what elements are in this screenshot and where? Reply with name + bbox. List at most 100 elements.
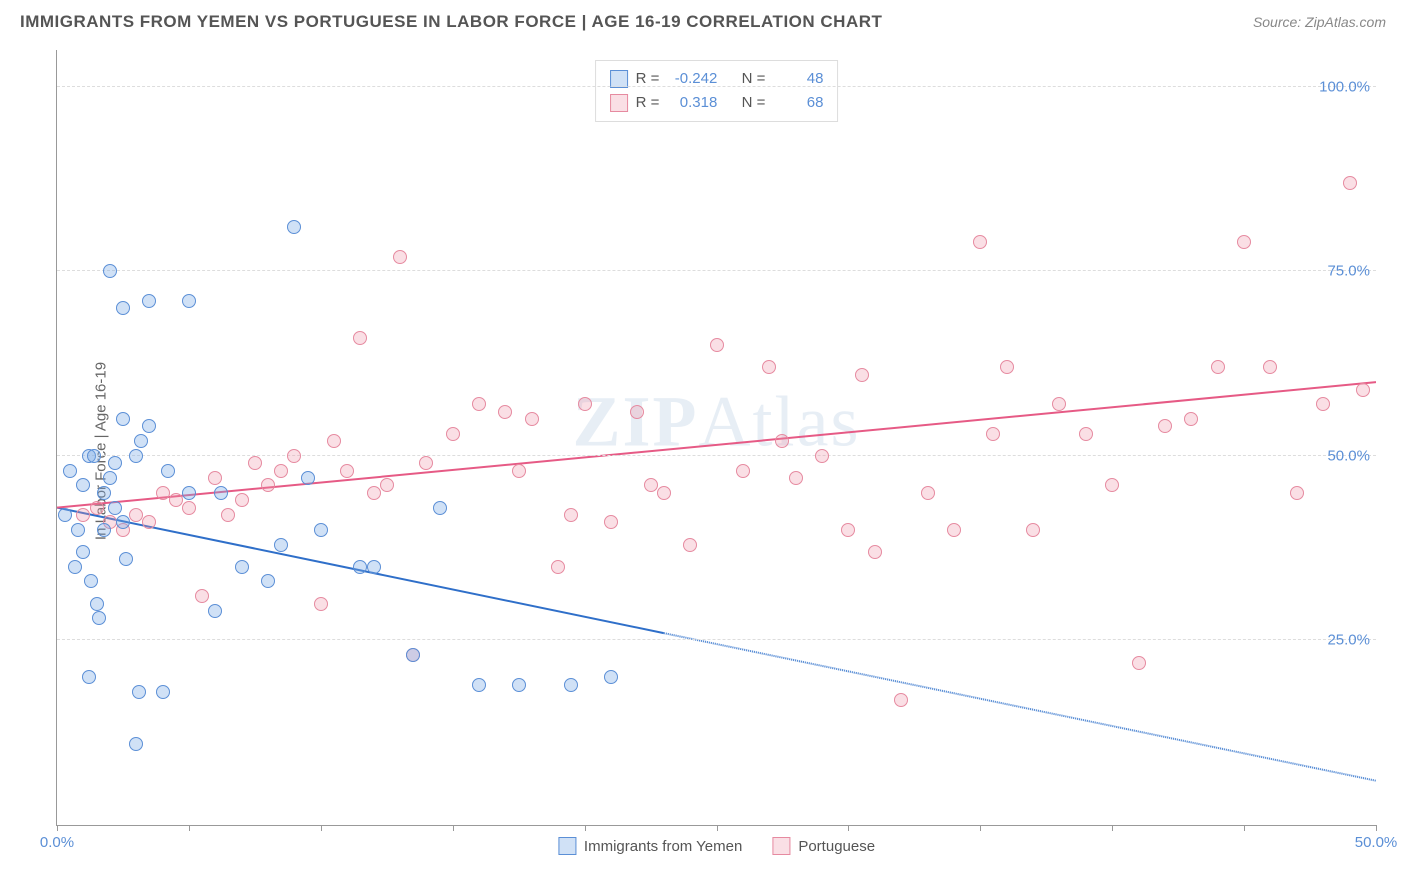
x-tick: [980, 825, 981, 831]
point-portuguese: [1000, 360, 1014, 374]
swatch-portuguese-icon: [772, 837, 790, 855]
point-portuguese: [446, 427, 460, 441]
point-yemen: [129, 737, 143, 751]
point-yemen: [134, 434, 148, 448]
point-portuguese: [630, 405, 644, 419]
legend-row-portuguese: R = 0.318 N = 68: [610, 91, 824, 115]
scatter-plot: ZIPAtlas R = -0.242 N = 48 R = 0.318 N =…: [56, 50, 1376, 826]
point-portuguese: [1356, 383, 1370, 397]
point-portuguese: [169, 493, 183, 507]
point-portuguese: [248, 456, 262, 470]
point-portuguese: [894, 693, 908, 707]
point-yemen: [261, 574, 275, 588]
point-portuguese: [775, 434, 789, 448]
gridline: [57, 639, 1376, 640]
point-yemen: [182, 486, 196, 500]
point-yemen: [564, 678, 578, 692]
point-portuguese: [498, 405, 512, 419]
point-portuguese: [353, 331, 367, 345]
point-yemen: [103, 264, 117, 278]
point-yemen: [82, 670, 96, 684]
point-yemen: [406, 648, 420, 662]
point-portuguese: [841, 523, 855, 537]
point-portuguese: [221, 508, 235, 522]
point-portuguese: [1132, 656, 1146, 670]
r-value-yemen: -0.242: [667, 67, 717, 91]
point-yemen: [119, 552, 133, 566]
x-tick: [585, 825, 586, 831]
correlation-legend: R = -0.242 N = 48 R = 0.318 N = 68: [595, 60, 839, 122]
point-portuguese: [1158, 419, 1172, 433]
point-portuguese: [1316, 397, 1330, 411]
point-portuguese: [815, 449, 829, 463]
point-portuguese: [512, 464, 526, 478]
point-yemen: [92, 611, 106, 625]
point-yemen: [182, 294, 196, 308]
point-portuguese: [1263, 360, 1277, 374]
x-tick-label: 50.0%: [1355, 834, 1398, 851]
x-tick: [717, 825, 718, 831]
point-yemen: [58, 508, 72, 522]
point-yemen: [208, 604, 222, 618]
point-portuguese: [274, 464, 288, 478]
gridline: [57, 86, 1376, 87]
legend-row-yemen: R = -0.242 N = 48: [610, 67, 824, 91]
x-tick: [1376, 825, 1377, 831]
point-portuguese: [644, 478, 658, 492]
x-tick: [848, 825, 849, 831]
point-portuguese: [1105, 478, 1119, 492]
point-portuguese: [129, 508, 143, 522]
point-yemen: [76, 545, 90, 559]
point-yemen: [132, 685, 146, 699]
point-portuguese: [76, 508, 90, 522]
n-value-portuguese: 68: [773, 91, 823, 115]
point-portuguese: [195, 589, 209, 603]
point-portuguese: [1079, 427, 1093, 441]
r-value-portuguese: 0.318: [667, 91, 717, 115]
point-portuguese: [525, 412, 539, 426]
point-portuguese: [156, 486, 170, 500]
point-yemen: [156, 685, 170, 699]
point-portuguese: [287, 449, 301, 463]
r-label: R =: [636, 67, 660, 91]
point-yemen: [97, 523, 111, 537]
n-label: N =: [742, 67, 766, 91]
chart-container: In Labor Force | Age 16-19 ZIPAtlas R = …: [20, 50, 1376, 852]
point-yemen: [604, 670, 618, 684]
point-yemen: [287, 220, 301, 234]
point-yemen: [161, 464, 175, 478]
point-yemen: [97, 486, 111, 500]
point-yemen: [90, 597, 104, 611]
point-portuguese: [921, 486, 935, 500]
point-portuguese: [986, 427, 1000, 441]
point-yemen: [84, 574, 98, 588]
point-yemen: [142, 294, 156, 308]
point-portuguese: [90, 501, 104, 515]
x-tick: [1112, 825, 1113, 831]
series-legend: Immigrants from Yemen Portuguese: [558, 837, 875, 855]
point-yemen: [367, 560, 381, 574]
x-tick: [189, 825, 190, 831]
chart-title: IMMIGRANTS FROM YEMEN VS PORTUGUESE IN L…: [20, 12, 882, 32]
point-portuguese: [208, 471, 222, 485]
point-portuguese: [314, 597, 328, 611]
point-portuguese: [340, 464, 354, 478]
point-yemen: [116, 412, 130, 426]
point-portuguese: [1026, 523, 1040, 537]
point-yemen: [314, 523, 328, 537]
point-portuguese: [142, 515, 156, 529]
point-portuguese: [789, 471, 803, 485]
point-portuguese: [604, 515, 618, 529]
point-portuguese: [393, 250, 407, 264]
legend-label-portuguese: Portuguese: [798, 838, 875, 855]
point-yemen: [472, 678, 486, 692]
x-tick: [57, 825, 58, 831]
y-tick-label: 100.0%: [1319, 78, 1370, 95]
point-portuguese: [1211, 360, 1225, 374]
point-portuguese: [657, 486, 671, 500]
point-portuguese: [710, 338, 724, 352]
point-yemen: [71, 523, 85, 537]
point-portuguese: [182, 501, 196, 515]
point-yemen: [68, 560, 82, 574]
point-yemen: [108, 501, 122, 515]
